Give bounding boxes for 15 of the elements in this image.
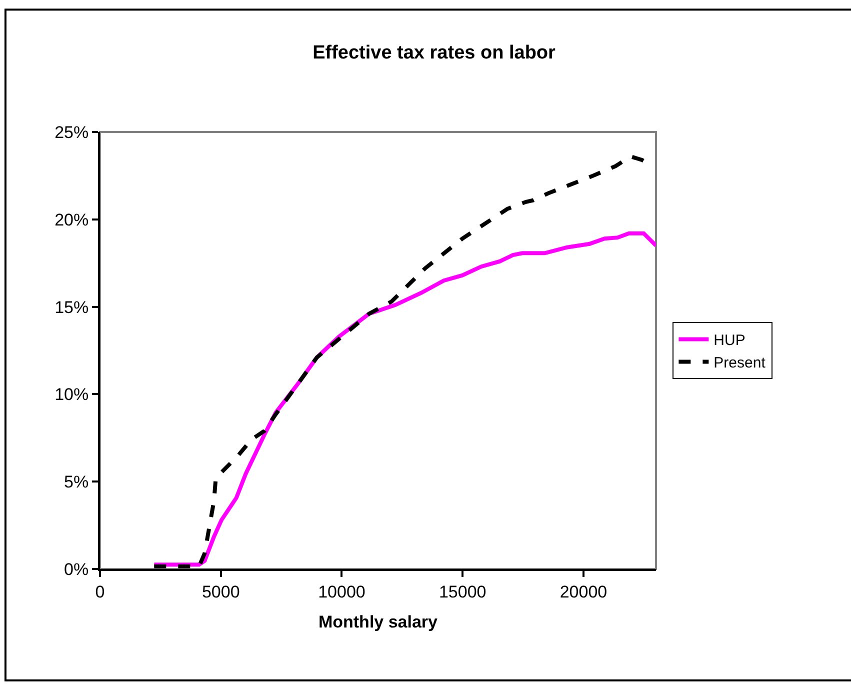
y-tick-label: 10% bbox=[54, 385, 89, 404]
y-tick-label: 25% bbox=[54, 122, 89, 142]
x-tick-label: 15000 bbox=[438, 582, 486, 602]
x-tick-label: 20000 bbox=[560, 582, 608, 602]
legend-label: HUP bbox=[714, 332, 746, 350]
y-tick-label: 5% bbox=[64, 472, 89, 492]
x-tick-label: 10000 bbox=[318, 582, 366, 602]
x-tick-label: 5000 bbox=[202, 582, 240, 602]
chart-title: Effective tax rates on labor bbox=[312, 42, 556, 64]
y-tick-label: 20% bbox=[54, 210, 89, 230]
y-tick-label: 15% bbox=[54, 298, 89, 317]
y-tick-label: 0% bbox=[64, 560, 89, 579]
x-axis-title: Monthly salary bbox=[318, 612, 438, 632]
x-tick-label: 0 bbox=[95, 582, 105, 602]
legend-label: Present bbox=[714, 354, 766, 372]
